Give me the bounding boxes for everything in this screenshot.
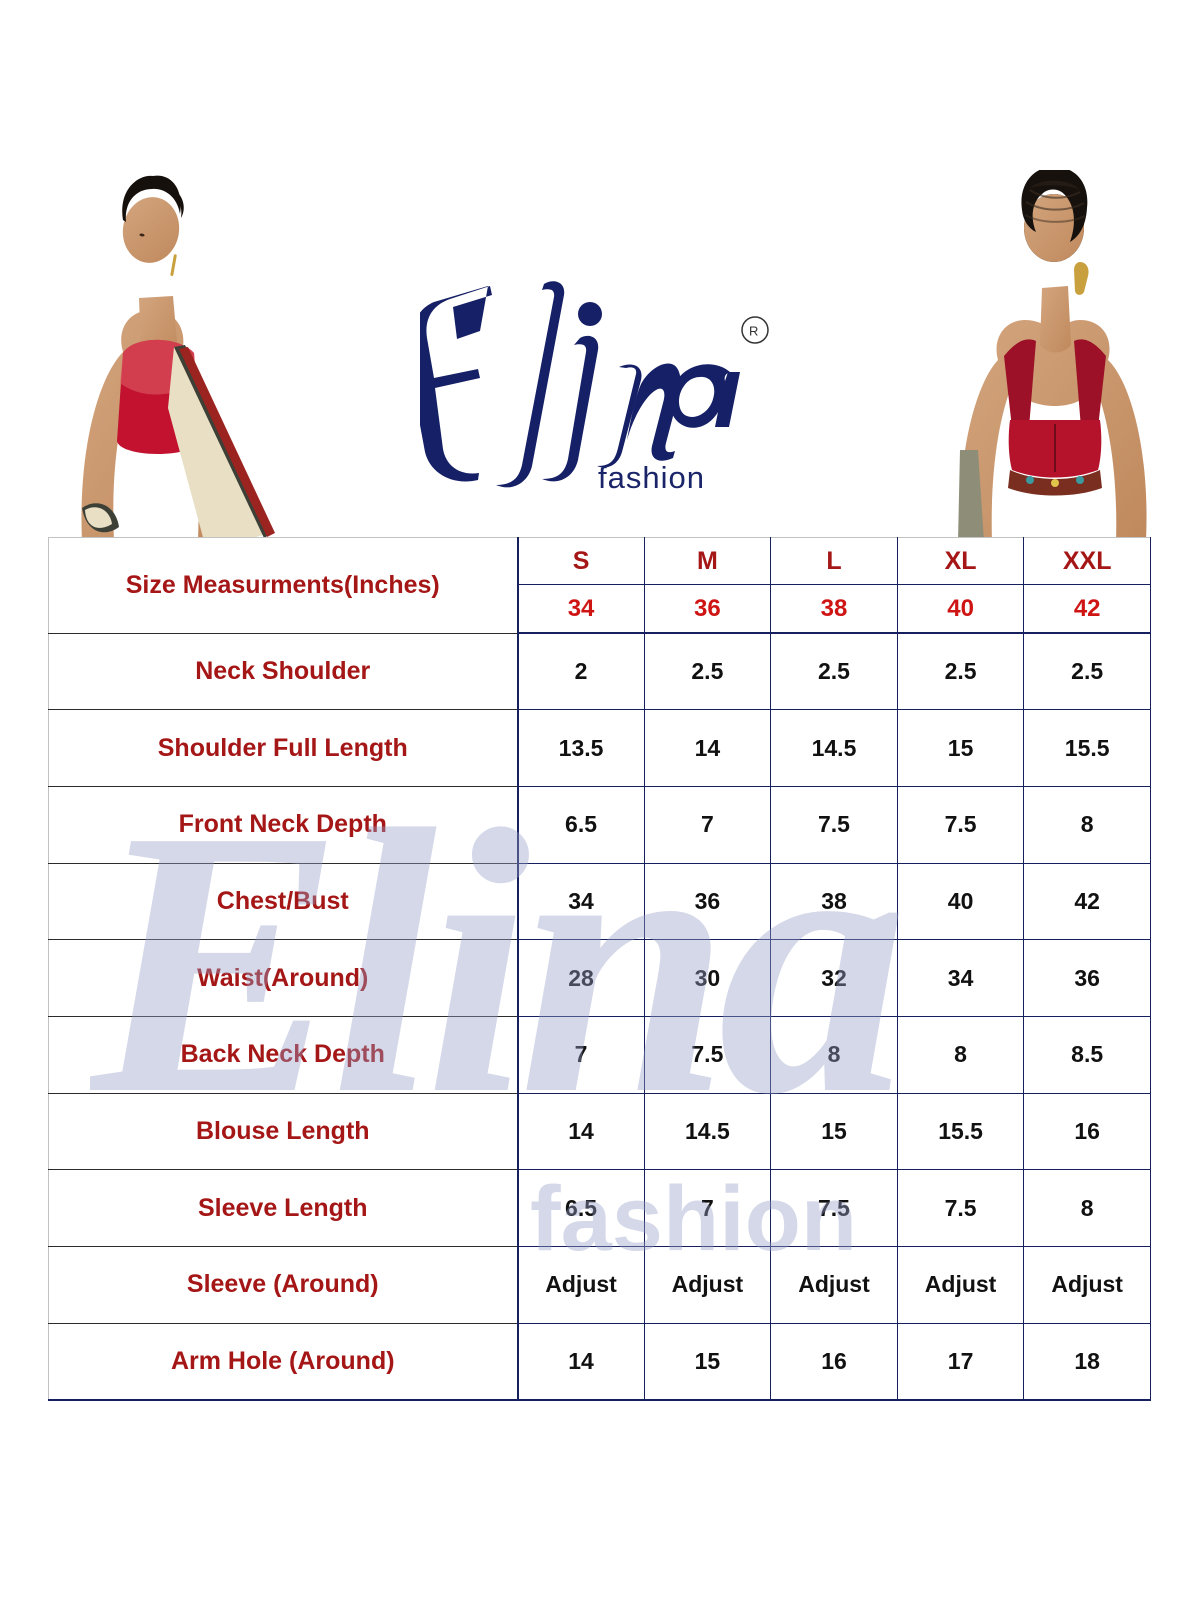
svg-text:Elina: Elina xyxy=(90,752,902,1173)
svg-text:R: R xyxy=(749,324,758,339)
svg-text:fashion: fashion xyxy=(530,1168,857,1270)
svg-text:fashion: fashion xyxy=(598,460,705,495)
